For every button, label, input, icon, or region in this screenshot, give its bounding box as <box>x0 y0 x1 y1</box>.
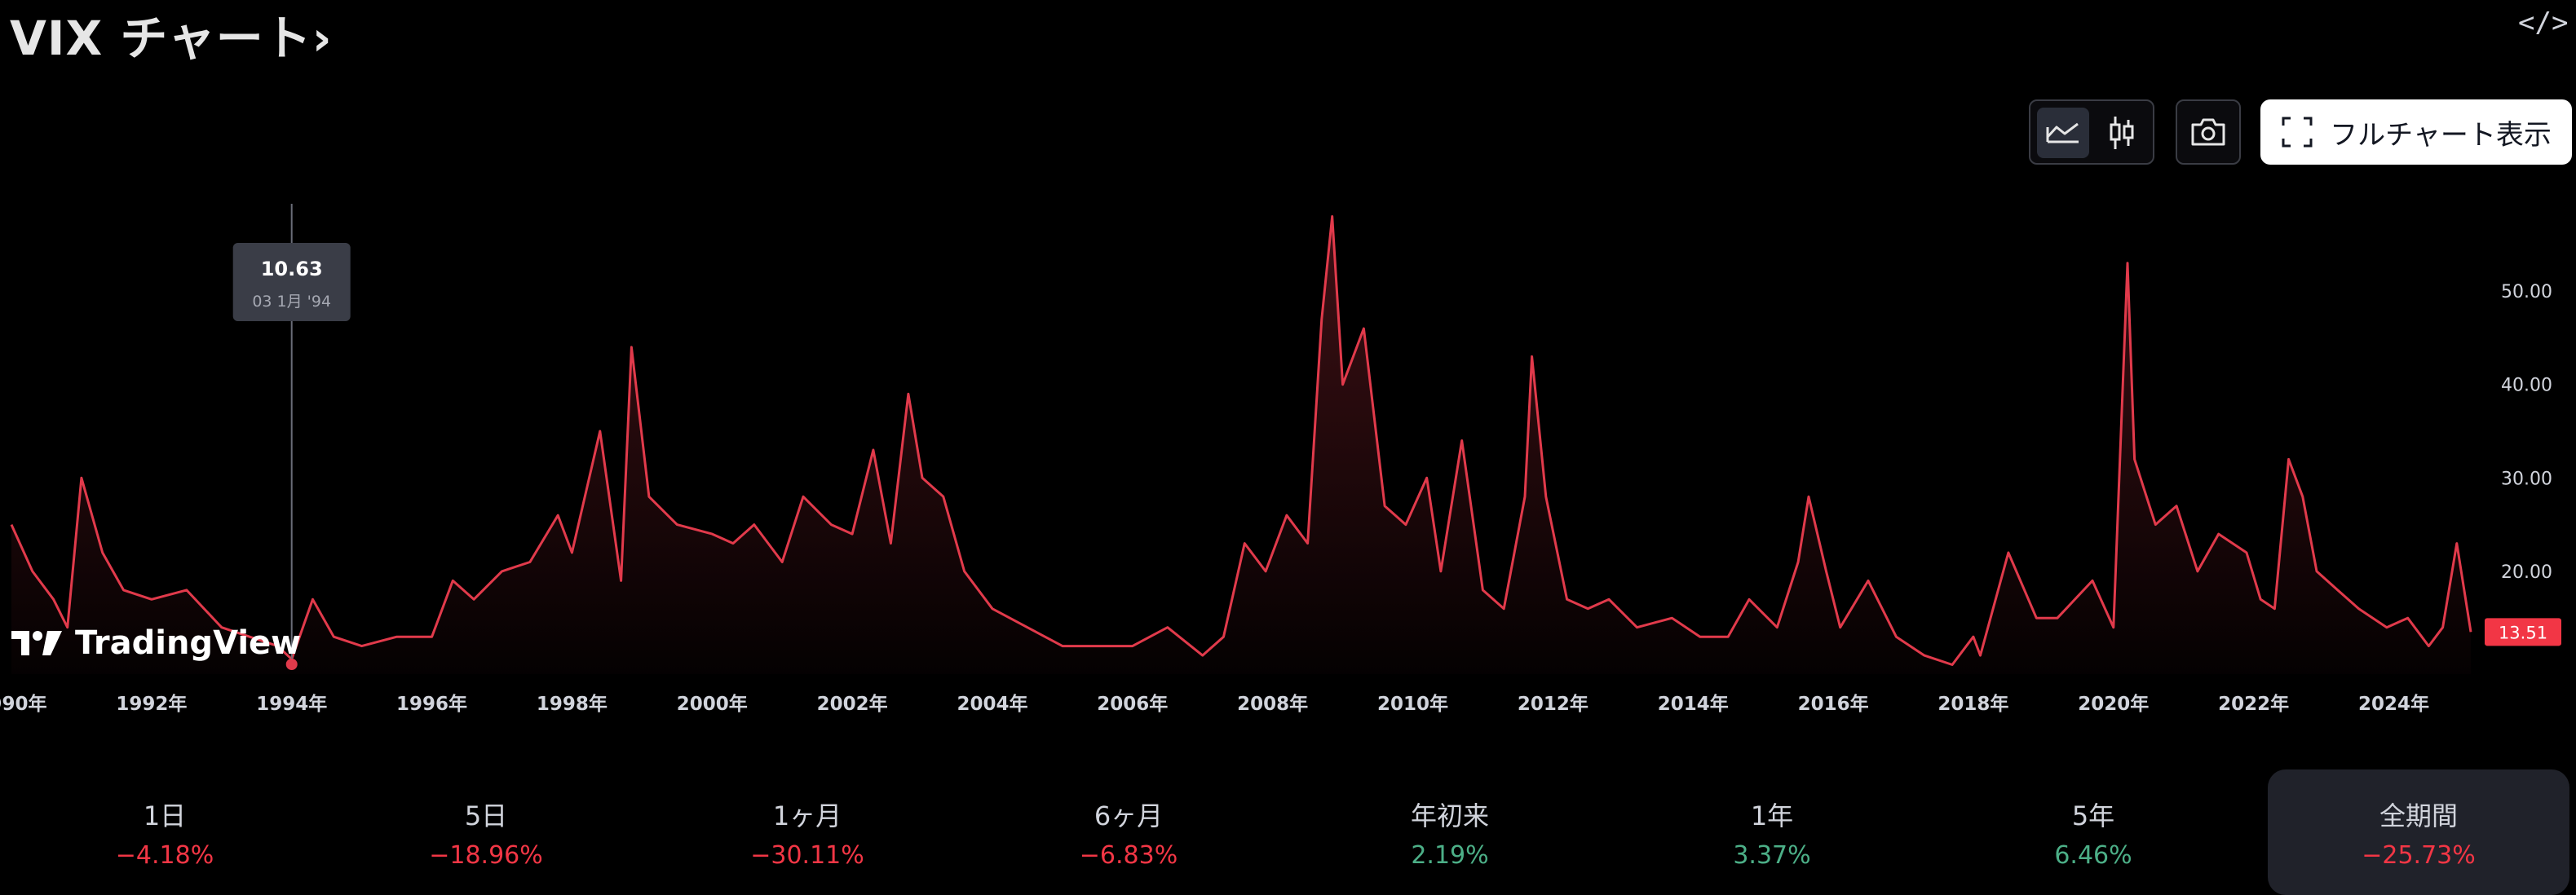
period-change-value: −4.18% <box>115 840 214 870</box>
tooltip-box <box>232 243 351 321</box>
last-price-badge <box>2485 618 2561 646</box>
period-selector: 1日 −4.18% 5日 −18.96% 1ヶ月 −30.11% 6ヶ月 −6.83% 年初来 2… <box>0 769 2576 895</box>
period-change-value: −6.83% <box>1079 840 1178 870</box>
x-tick-label: 2014年 <box>1658 693 1729 715</box>
fullchart-label: フルチャート表示 <box>2330 118 2552 152</box>
x-tick-label: 1998年 <box>537 693 608 715</box>
period-label: 1ヶ月 <box>772 800 842 831</box>
candlestick-chart-button[interactable] <box>2096 108 2148 158</box>
tooltip-value: 10.63 <box>261 258 323 280</box>
period-option[interactable]: 1年 3.37% <box>1621 769 1923 895</box>
period-change-value: −18.96% <box>429 840 543 870</box>
fullchart-button[interactable]: フルチャート表示 <box>2260 99 2572 165</box>
last-price-label: 13.51 <box>2499 623 2547 642</box>
x-tick-label: 2012年 <box>1518 693 1588 715</box>
x-tick-label: 2006年 <box>1097 693 1168 715</box>
line-chart-button[interactable] <box>2037 108 2089 158</box>
crosshair-point <box>285 659 298 670</box>
period-label: 1年 <box>1750 800 1794 831</box>
x-tick-label: 2000年 <box>677 693 748 715</box>
fullscreen-icon <box>2282 117 2313 148</box>
y-tick-label: 50.00 <box>2501 282 2552 302</box>
period-option[interactable]: 6ヶ月 −6.83% <box>978 769 1279 895</box>
period-label: 年初来 <box>1410 800 1489 831</box>
x-tick-label: 1990年 <box>0 693 47 715</box>
period-option[interactable]: 5年 6.46% <box>1942 769 2244 895</box>
period-option[interactable]: 1ヶ月 −30.11% <box>656 769 958 895</box>
page-title[interactable]: VIX チャート› <box>10 11 333 66</box>
period-label: 5日 <box>464 800 508 831</box>
chart-style-toggle <box>2029 99 2154 165</box>
period-change-value: 2.19% <box>1411 840 1489 870</box>
embed-code-button[interactable]: </> <box>2518 7 2569 39</box>
period-option[interactable]: 5日 −18.96% <box>335 769 637 895</box>
x-tick-label: 2024年 <box>2358 693 2429 715</box>
x-tick-label: 2018年 <box>1938 693 2008 715</box>
period-change-value: −25.73% <box>2362 840 2476 870</box>
tooltip-date: 03 1月 '94 <box>252 293 331 311</box>
x-tick-label: 1996年 <box>396 693 467 715</box>
period-option[interactable]: 年初来 2.19% <box>1299 769 1601 895</box>
vix-area-chart[interactable]: 1990年 1992年 1994年 1996年 1998年 2000年 2002年 2004年… <box>0 0 2576 769</box>
period-label: 6ヶ月 <box>1094 800 1164 831</box>
candlestick-icon <box>2110 117 2134 149</box>
series-area-fill <box>11 216 2471 674</box>
screenshot-button[interactable] <box>2176 99 2241 165</box>
period-label: 1日 <box>143 800 187 831</box>
x-tick-label: 2010年 <box>1377 693 1448 715</box>
x-tick-label: 1994年 <box>256 693 327 715</box>
period-label: 5年 <box>2071 800 2115 831</box>
y-tick-label: 40.00 <box>2501 376 2552 396</box>
period-change-value: 6.46% <box>2054 840 2132 870</box>
period-option[interactable]: 全期間 −25.73% <box>2268 769 2569 895</box>
period-label: 全期間 <box>2379 800 2458 831</box>
series-line <box>10 215 2472 666</box>
x-tick-label: 2002年 <box>817 693 888 715</box>
x-tick-label: 1992年 <box>116 693 187 715</box>
period-change-value: 3.37% <box>1733 840 1811 870</box>
period-option[interactable]: 1日 −4.18% <box>14 769 316 895</box>
camera-icon <box>2191 118 2225 146</box>
x-tick-label: 2016年 <box>1798 693 1869 715</box>
line-chart-icon <box>2046 122 2079 143</box>
period-change-value: −30.11% <box>750 840 864 870</box>
x-tick-label: 2022年 <box>2218 693 2289 715</box>
x-tick-label: 2020年 <box>2078 693 2149 715</box>
y-tick-label: 20.00 <box>2501 562 2552 583</box>
x-tick-label: 2008年 <box>1237 693 1308 715</box>
tradingview-logo-icon <box>11 631 62 655</box>
tradingview-logo-text: TradingView <box>75 624 302 662</box>
tradingview-logo[interactable]: TradingView <box>11 624 301 662</box>
x-tick-label: 2004年 <box>957 693 1027 715</box>
y-tick-label: 30.00 <box>2501 469 2552 489</box>
